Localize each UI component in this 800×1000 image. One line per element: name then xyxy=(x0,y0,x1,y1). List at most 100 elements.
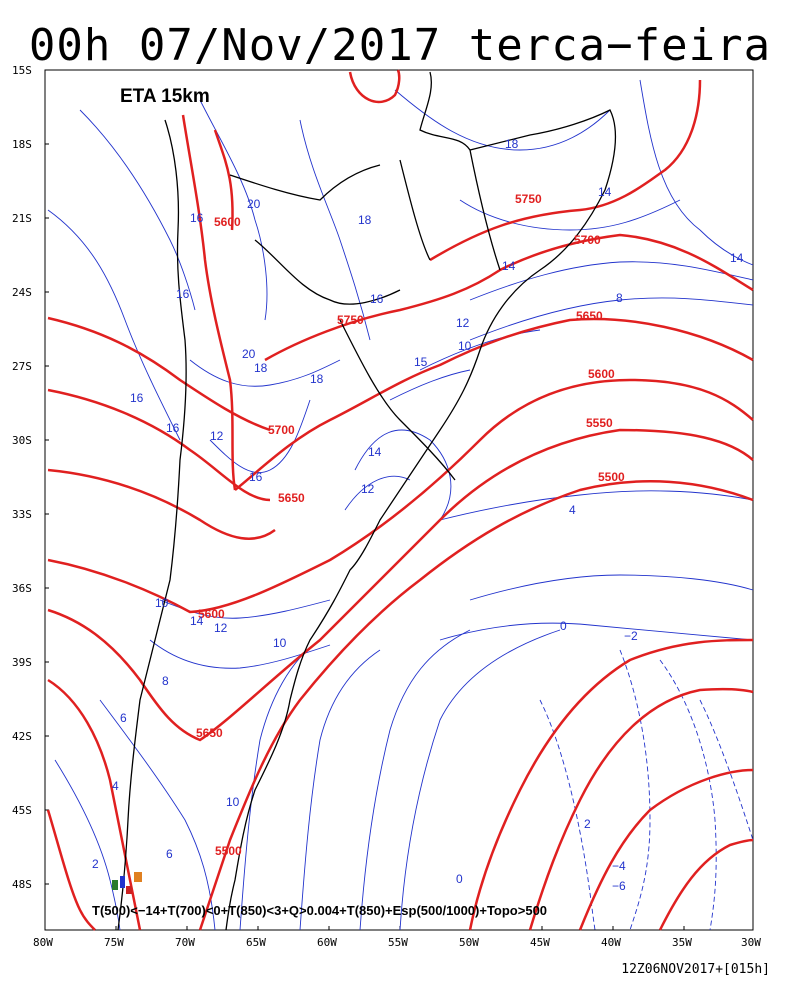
isoline-14-east xyxy=(639,79,754,266)
temp-label: 0 xyxy=(456,872,463,886)
thickness-contours xyxy=(46,69,754,931)
isoline-neg2 xyxy=(539,699,596,931)
temp-label: 18 xyxy=(358,213,372,227)
isoline-0 xyxy=(399,629,561,931)
thickness-label: 5650 xyxy=(196,726,223,740)
isoline-12-south xyxy=(344,475,411,511)
coastline xyxy=(117,71,617,931)
temp-label: 12 xyxy=(361,482,375,496)
lat-label: 30S xyxy=(12,434,32,447)
marker-blue xyxy=(120,876,125,888)
isoline-neg8 xyxy=(699,699,754,841)
contour-5600-north xyxy=(213,129,234,231)
marker-red xyxy=(126,886,132,894)
lon-label: 30W xyxy=(741,936,761,949)
lat-label: 42S xyxy=(12,730,32,743)
temp-label: 8 xyxy=(162,674,169,688)
contour-5350 xyxy=(578,768,754,931)
thickness-label: 5500 xyxy=(215,844,242,858)
temp-label: 14 xyxy=(190,614,204,628)
contour-5550 xyxy=(47,428,754,742)
isoline-20 xyxy=(199,99,268,321)
temp-label: 2 xyxy=(584,817,591,831)
chile-coast xyxy=(117,119,187,931)
border-paraguay xyxy=(254,239,401,305)
lat-label: 45S xyxy=(12,804,32,817)
lat-label: 39S xyxy=(12,656,32,669)
temperature-labels: 18 14 14 20 16 18 14 8 12 16 10 16 20 18… xyxy=(92,137,744,893)
temp-label: 16 xyxy=(166,421,180,435)
lon-axis-labels: 80W 75W 70W 65W 60W 55W 50W 45W 40W 35W … xyxy=(33,936,761,949)
thickness-label: 5750 xyxy=(337,313,364,327)
contour-5700-west xyxy=(47,388,271,502)
lon-label: 50W xyxy=(459,936,479,949)
model-label: ETA 15km xyxy=(120,86,210,107)
lat-label: 48S xyxy=(12,878,32,891)
lat-label: 24S xyxy=(12,286,32,299)
border-bolivia xyxy=(229,164,381,201)
temp-label: 14 xyxy=(502,259,516,273)
border-argentina xyxy=(339,319,456,481)
temp-label: 14 xyxy=(598,185,612,199)
lon-label: 45W xyxy=(530,936,550,949)
thickness-labels: 5600 5750 5700 5650 5750 5600 5700 5550 … xyxy=(196,192,625,858)
temp-label: 14 xyxy=(368,445,382,459)
legend-formula: T(500)<−14+T(700)<0+T(850)<3+Q>0.004+T(8… xyxy=(92,903,547,918)
lon-label: 75W xyxy=(104,936,124,949)
temp-label: −4 xyxy=(612,859,626,873)
isoline-16-west xyxy=(79,109,196,311)
thickness-label: 5700 xyxy=(574,233,601,247)
temp-label: −2 xyxy=(624,629,638,643)
lon-label: 35W xyxy=(672,936,692,949)
lat-axis-labels: 15S 18S 21S 24S 27S 30S 33S 36S 39S 42S … xyxy=(12,64,32,891)
thickness-label: 5650 xyxy=(278,491,305,505)
isoline-neg6 xyxy=(659,659,717,931)
lat-label: 36S xyxy=(12,582,32,595)
isoline-10 xyxy=(469,261,754,301)
isoline-4-south xyxy=(299,649,381,931)
thickness-label: 5600 xyxy=(214,215,241,229)
temp-label: 18 xyxy=(505,137,519,151)
isoline-18 xyxy=(299,119,371,341)
isoline-16-far-west xyxy=(47,209,181,441)
contour-5550-west xyxy=(47,678,142,931)
lat-label: 18S xyxy=(12,138,32,151)
contour-5300 xyxy=(658,838,754,931)
contour-5750-west xyxy=(47,316,271,432)
temp-label: 15 xyxy=(414,355,428,369)
lon-label: 55W xyxy=(388,936,408,949)
temp-label: 6 xyxy=(120,711,127,725)
temp-label: 8 xyxy=(616,291,623,305)
isoline-16-mid xyxy=(209,399,311,474)
border-brazil xyxy=(399,159,431,261)
contour-5650-west xyxy=(47,468,276,540)
temp-label: 16 xyxy=(249,470,263,484)
marker-orange xyxy=(134,872,142,882)
negative-isolines xyxy=(539,649,754,931)
lat-label: 33S xyxy=(12,508,32,521)
contour-5500-west xyxy=(46,809,96,931)
contour-5600-andes xyxy=(181,114,237,491)
isoline-8 xyxy=(469,297,754,341)
isoline-18-north xyxy=(394,89,611,151)
isoline-8-south xyxy=(239,639,321,931)
temp-label: 2 xyxy=(92,857,99,871)
thickness-label: 5600 xyxy=(198,607,225,621)
isoline-0-mid xyxy=(439,622,754,641)
east-coast xyxy=(225,71,617,931)
temp-label: 10 xyxy=(226,795,240,809)
temp-label: 4 xyxy=(569,503,576,517)
temp-label: 10 xyxy=(458,339,472,353)
contour-5750-east xyxy=(429,79,702,262)
temp-label: 12 xyxy=(210,429,224,443)
temp-label: 12 xyxy=(214,621,228,635)
thickness-label: 5550 xyxy=(586,416,613,430)
temp-label: 16 xyxy=(176,287,190,301)
isoline-15 xyxy=(389,369,471,401)
thickness-label: 5650 xyxy=(576,309,603,323)
chart-title: 00h 07/Nov/2017 terca−feira xyxy=(28,20,772,71)
temp-label: 18 xyxy=(310,372,324,386)
contour-5400 xyxy=(528,687,754,931)
contour-5500 xyxy=(198,480,754,931)
